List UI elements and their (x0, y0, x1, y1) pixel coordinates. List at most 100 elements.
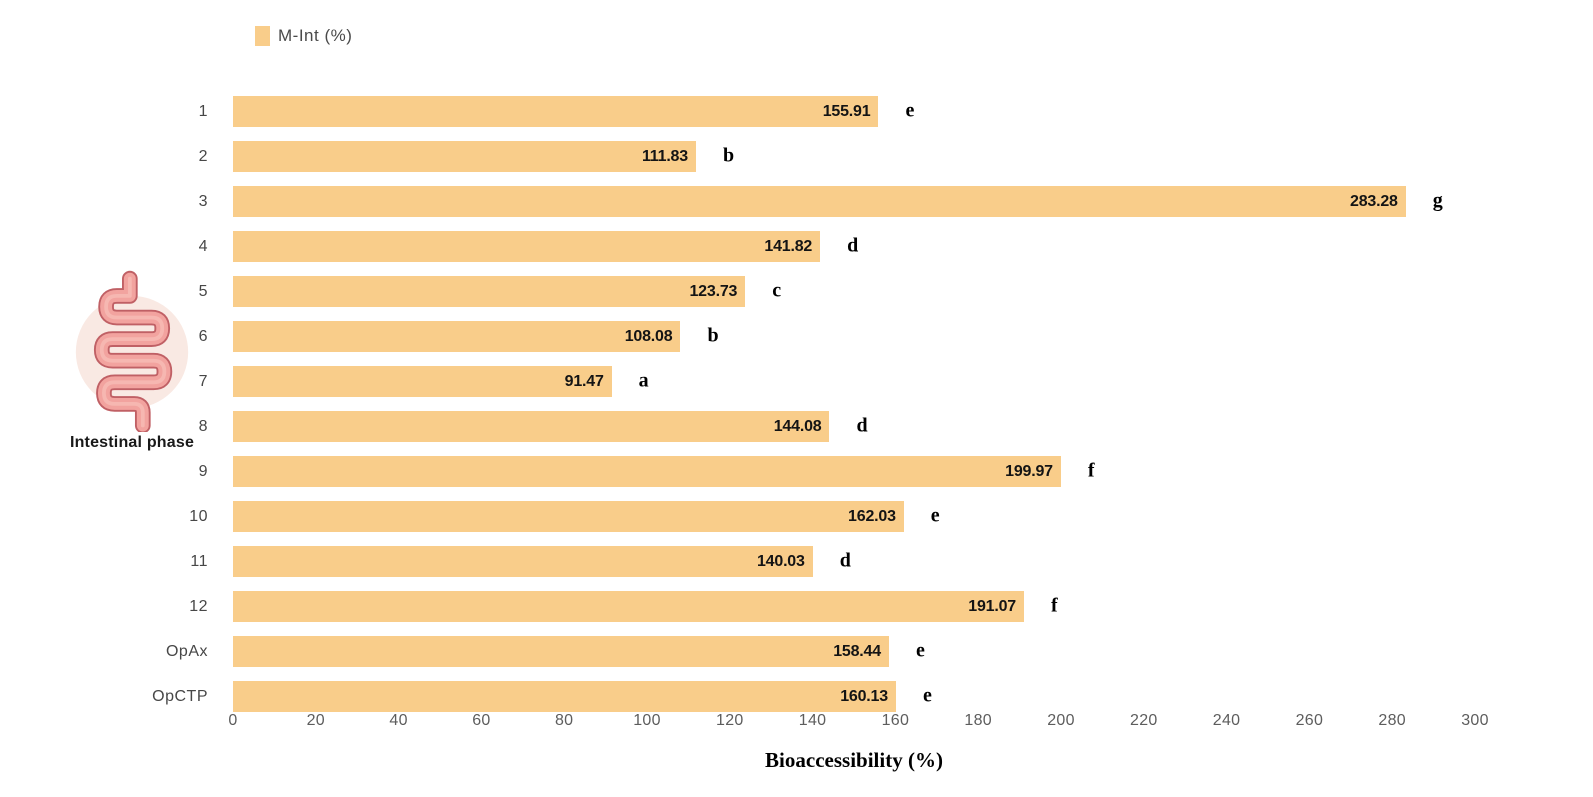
value-label: 162.03 (848, 507, 896, 525)
x-axis: 0 20 40 60 80 100 120 140 160 180 200 220 240 260 280 3… (228, 712, 1488, 732)
bar-row: 12 191.07 f (0, 584, 1593, 629)
x-tick-label: 80 (554, 712, 574, 729)
bar-track: 141.82 d (233, 231, 1475, 262)
category-label: 9 (198, 462, 208, 480)
intestinal-phase-caption: Intestinal phase (69, 434, 195, 451)
bar-row: 11 140.03 d (0, 539, 1593, 584)
category-label: 2 (198, 147, 208, 165)
bar-row: 6 108.08 b (0, 314, 1593, 359)
bar-rows: 1 155.91 e 2 111.83 b 3 283.28 g 4 141.82 d 5 123.73 c… (0, 89, 1593, 719)
bar: 160.13 (233, 681, 896, 712)
intestine-icon (75, 270, 189, 432)
value-label: 111.83 (641, 147, 688, 165)
significance-letter: f (1051, 594, 1058, 617)
legend: M-Int (%) (255, 26, 352, 46)
bar: 144.08 (233, 411, 830, 442)
category-label: 10 (189, 507, 208, 525)
category-label: 7 (198, 372, 208, 390)
bar-track: 108.08 b (233, 321, 1475, 352)
significance-letter: f (1087, 459, 1095, 482)
significance-letter: e (922, 684, 932, 707)
bar-track: 191.07 f (233, 591, 1475, 622)
x-tick-label: 280 (1378, 712, 1406, 729)
bar: 162.03 (233, 501, 904, 532)
x-tick-label: 0 (228, 712, 238, 729)
category-label: 5 (198, 282, 208, 300)
value-label: 108.08 (624, 327, 673, 345)
category-label: OpAx (165, 642, 208, 660)
category-label: 4 (198, 237, 208, 255)
bar: 91.47 (233, 366, 612, 397)
significance-letter: e (915, 639, 925, 662)
bar-track: 162.03 e (233, 501, 1475, 532)
x-tick-label: 20 (306, 712, 325, 729)
value-label: 158.44 (833, 642, 881, 660)
value-label: 199.97 (1005, 462, 1053, 480)
significance-letter: e (930, 504, 940, 527)
significance-letter: b (722, 144, 735, 167)
bar: 140.03 (233, 546, 813, 577)
significance-letter: a (638, 369, 649, 392)
bar: 283.28 (233, 186, 1406, 217)
bar: 141.82 (233, 231, 821, 262)
x-tick-label: 140 (798, 712, 827, 729)
x-tick-label: 260 (1295, 712, 1324, 729)
x-tick-label: 40 (389, 712, 408, 729)
x-tick-label: 240 (1212, 712, 1241, 729)
category-label: OpCTP (152, 687, 208, 705)
significance-letter: c (772, 279, 782, 302)
value-label: 283.28 (1350, 192, 1398, 210)
legend-swatch (255, 26, 270, 46)
bar-track: 283.28 g (233, 186, 1475, 217)
bar-row: 8 144.08 d (0, 404, 1593, 449)
bar: 108.08 (233, 321, 681, 352)
bar-track: 199.97 f (233, 456, 1475, 487)
bar-track: 91.47 a (233, 366, 1475, 397)
value-label: 144.08 (773, 417, 822, 435)
legend-label: M-Int (%) (278, 26, 353, 45)
bar-row: OpCTP 160.13 e (0, 674, 1593, 719)
category-label: 8 (198, 417, 208, 435)
bar-track: 158.44 e (233, 636, 1475, 667)
bar-track: 140.03 d (233, 546, 1475, 577)
bar-track: 111.83 b (233, 141, 1475, 172)
x-tick-label: 200 (1047, 712, 1075, 729)
value-label: 155.91 (822, 102, 871, 120)
bar: 158.44 (233, 636, 889, 667)
bar: 111.83 (233, 141, 696, 172)
x-tick-label: 220 (1129, 712, 1158, 729)
x-tick-label: 160 (881, 712, 910, 729)
significance-letter: d (856, 414, 868, 437)
value-label: 91.47 (564, 372, 604, 390)
bar-track: 155.91 e (233, 96, 1475, 127)
bar: 191.07 (233, 591, 1025, 622)
category-label: 3 (198, 192, 208, 210)
category-label: 11 (190, 552, 208, 570)
significance-letter: b (707, 324, 719, 347)
bar-row: 1 155.91 e (0, 89, 1593, 134)
significance-letter: g (1432, 189, 1443, 212)
value-label: 191.07 (968, 597, 1017, 615)
x-tick-label: 120 (715, 712, 744, 729)
category-label: 1 (198, 102, 208, 120)
bar-track: 144.08 d (233, 411, 1475, 442)
bar: 155.91 (233, 96, 879, 127)
bar: 199.97 (233, 456, 1061, 487)
bar-track: 160.13 e (233, 681, 1475, 712)
bar-row: OpAx 158.44 e (0, 629, 1593, 674)
x-tick-label: 60 (472, 712, 491, 729)
significance-letter: d (839, 549, 851, 572)
bar-row: 9 199.97 f (0, 449, 1593, 494)
bar-row: 7 91.47 a (0, 359, 1593, 404)
x-tick-label: 180 (964, 712, 992, 729)
x-tick-label: 100 (633, 712, 661, 729)
bar-row: 5 123.73 c (0, 269, 1593, 314)
x-tick-label: 300 (1461, 712, 1489, 729)
bar-row: 4 141.82 d (0, 224, 1593, 269)
bar-row: 2 111.83 b (0, 134, 1593, 179)
value-label: 160.13 (840, 687, 888, 705)
significance-letter: e (905, 99, 915, 122)
value-label: 140.03 (756, 552, 805, 570)
significance-letter: d (847, 234, 859, 257)
